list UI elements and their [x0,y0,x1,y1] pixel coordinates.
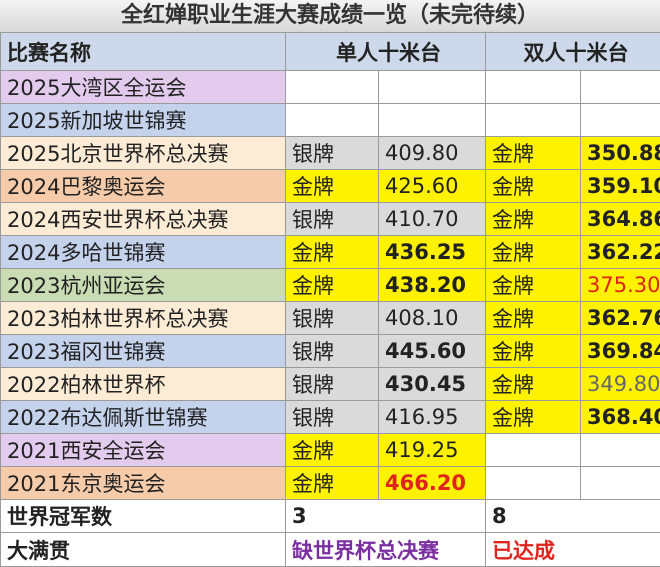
results-table: 比赛名称单人十米台双人十米台 2025大湾区全运会 2025新加坡世锦赛 202… [0,32,660,567]
medal: 金牌 [486,137,581,170]
medal: 银牌 [286,302,379,335]
medal: 银牌 [286,203,379,236]
event: 2025新加坡世锦赛 [1,104,286,137]
medal: 金牌 [486,203,581,236]
event: 2024多哈世锦赛 [1,236,286,269]
score: 359.10 [581,170,660,203]
medal: 金牌 [286,269,379,302]
medal: 银牌 [286,401,379,434]
event: 2021西安全运会 [1,434,286,467]
score: 436.25 [379,236,486,269]
medal: 银牌 [286,335,379,368]
score: 438.20 [379,269,486,302]
header-cell: 单人十米台 [286,33,486,71]
medal: 金牌 [486,269,581,302]
event: 2025北京世界杯总决赛 [1,137,286,170]
score: 445.60 [379,335,486,368]
event: 2023福冈世锦赛 [1,335,286,368]
summary-value: 3 [286,500,486,533]
medal: 金牌 [486,170,581,203]
score: 368.40 [581,401,660,434]
score: 375.30 [581,269,660,302]
score: 369.84 [581,335,660,368]
score: 466.20 [379,467,486,500]
event: 2025大湾区全运会 [1,71,286,104]
score: 350.88 [581,137,660,170]
medal: 金牌 [486,335,581,368]
event: 2023杭州亚运会 [1,269,286,302]
medal: 银牌 [286,137,379,170]
medal: 金牌 [286,236,379,269]
event: 2023柏林世界杯总决赛 [1,302,286,335]
score: 425.60 [379,170,486,203]
medal: 金牌 [486,302,581,335]
score: 409.80 [379,137,486,170]
event: 2024西安世界杯总决赛 [1,203,286,236]
event: 2021东京奥运会 [1,467,286,500]
medal: 金牌 [286,467,379,500]
summary-label: 大满贯 [1,533,286,567]
score: 362.22 [581,236,660,269]
summary-value: 缺世界杯总决赛 [286,533,486,567]
score: 408.10 [379,302,486,335]
score: 362.76 [581,302,660,335]
summary-value: 8 [486,500,660,533]
medal: 金牌 [286,434,379,467]
medal: 金牌 [286,170,379,203]
summary-label: 世界冠军数 [1,500,286,533]
title: 全红婵职业生涯大赛成绩一览（未完待续） [0,0,660,32]
event: 2022布达佩斯世锦赛 [1,401,286,434]
medal: 金牌 [486,401,581,434]
header-cell: 比赛名称 [1,33,286,71]
score: 416.95 [379,401,486,434]
header-cell: 双人十米台 [486,33,660,71]
score: 364.86 [581,203,660,236]
header-row: 比赛名称单人十米台双人十米台 [1,33,660,71]
medal: 金牌 [486,236,581,269]
score: 349.80 [581,368,660,401]
medal: 银牌 [286,368,379,401]
medal: 金牌 [486,368,581,401]
score: 419.25 [379,434,486,467]
summary-value: 已达成 [486,533,660,567]
event: 2024巴黎奥运会 [1,170,286,203]
event: 2022柏林世界杯 [1,368,286,401]
score: 430.45 [379,368,486,401]
score: 410.70 [379,203,486,236]
